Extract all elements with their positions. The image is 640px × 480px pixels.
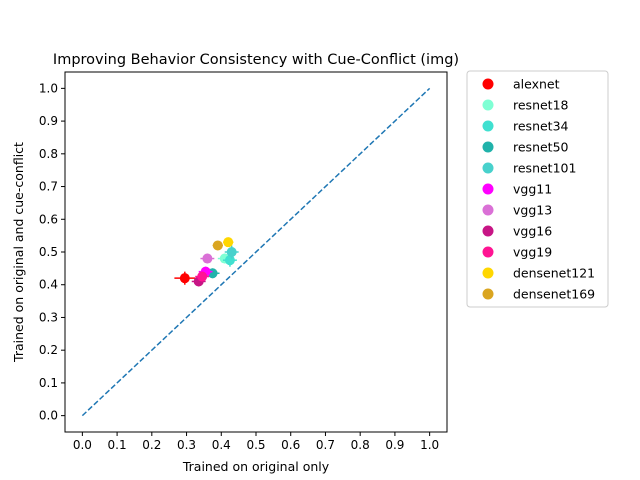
marker-densenet121 xyxy=(223,237,234,248)
y-axis-ticks: 0.0 0.1 0.2 0.3 0.4 0.5 0.6 0.7 0.8 0.9 1.0 xyxy=(39,81,65,423)
marker-vgg13 xyxy=(202,253,213,264)
legend-entry-vgg16: vgg16 xyxy=(482,224,552,239)
legend-entry-densenet169: densenet169 xyxy=(482,287,595,302)
y-tick-label: 0.5 xyxy=(39,245,58,259)
x-tick-label: 0.2 xyxy=(142,438,161,452)
legend-entry-vgg19: vgg19 xyxy=(482,245,552,260)
legend-label-resnet18: resnet18 xyxy=(513,98,569,113)
legend-label-alexnet: alexnet xyxy=(513,77,560,92)
x-tick-label: 0.5 xyxy=(246,438,265,452)
y-tick-label: 0.3 xyxy=(39,310,58,324)
legend-label-vgg11: vgg11 xyxy=(513,182,552,197)
legend-entry-resnet50: resnet50 xyxy=(482,140,569,155)
y-tick-label: 0.8 xyxy=(39,147,58,161)
legend-items: alexnet resnet18 resnet34 resnet50 resnet101… xyxy=(482,77,595,302)
legend-label-densenet169: densenet169 xyxy=(513,287,595,302)
legend-marker-densenet169 xyxy=(482,288,494,300)
x-tick-label: 0.3 xyxy=(177,438,196,452)
legend-marker-vgg16 xyxy=(482,225,494,237)
legend-entry-resnet34: resnet34 xyxy=(482,119,569,134)
legend-label-vgg16: vgg16 xyxy=(513,224,552,239)
x-tick-label: 0.6 xyxy=(281,438,300,452)
x-tick-label: 0.9 xyxy=(385,438,404,452)
reference-diagonal-line xyxy=(81,87,431,417)
data-point-vgg19 xyxy=(195,271,210,282)
y-tick-label: 0.0 xyxy=(39,409,58,423)
y-tick-label: 0.6 xyxy=(39,212,58,226)
legend-entry-densenet121: densenet121 xyxy=(482,266,595,281)
data-point-vgg13 xyxy=(200,253,215,264)
legend-marker-resnet50 xyxy=(482,141,494,153)
legend-frame xyxy=(466,70,609,308)
legend-entry-resnet101: resnet101 xyxy=(482,161,576,176)
legend-marker-vgg11 xyxy=(482,183,494,195)
marker-resnet101 xyxy=(226,247,237,257)
legend-marker-vgg19 xyxy=(482,246,494,258)
x-axis-label: Trained on original only xyxy=(182,459,330,474)
legend-label-resnet34: resnet34 xyxy=(513,119,569,134)
y-tick-label: 0.9 xyxy=(39,114,58,128)
marker-resnet34 xyxy=(224,255,235,266)
legend-marker-resnet34 xyxy=(482,120,494,132)
x-tick-label: 1.0 xyxy=(420,438,439,452)
marker-vgg19 xyxy=(197,271,208,282)
legend-marker-resnet101 xyxy=(482,162,494,174)
legend-label-resnet101: resnet101 xyxy=(513,161,576,176)
marker-alexnet xyxy=(179,273,190,284)
legend-label-resnet50: resnet50 xyxy=(513,140,569,155)
legend-marker-densenet121 xyxy=(482,267,494,279)
legend: alexnet resnet18 resnet34 resnet50 resnet101… xyxy=(466,70,609,308)
legend-label-vgg13: vgg13 xyxy=(513,203,552,218)
legend-entry-resnet18: resnet18 xyxy=(482,98,569,113)
y-axis-label: Trained on original and cue-conflict xyxy=(11,142,26,363)
legend-entry-vgg13: vgg13 xyxy=(482,203,552,218)
x-tick-label: 0.4 xyxy=(212,438,231,452)
legend-marker-alexnet xyxy=(482,78,494,90)
data-point-densenet121 xyxy=(223,237,234,248)
data-point-resnet101 xyxy=(224,245,239,259)
data-point-densenet169 xyxy=(212,240,224,251)
x-axis-ticks: 0.0 0.1 0.2 0.3 0.4 0.5 0.6 0.7 0.8 0.9 1.0 xyxy=(73,432,439,452)
legend-label-vgg19: vgg19 xyxy=(513,245,552,260)
chart-title: Improving Behavior Consistency with Cue-… xyxy=(53,52,459,68)
plot-area xyxy=(81,87,431,417)
legend-label-densenet121: densenet121 xyxy=(513,266,595,281)
legend-entry-alexnet: alexnet xyxy=(482,77,560,92)
legend-marker-resnet18 xyxy=(482,99,494,111)
data-point-alexnet xyxy=(174,271,196,285)
y-tick-label: 1.0 xyxy=(39,81,58,95)
marker-densenet169 xyxy=(212,240,223,251)
x-tick-label: 0.1 xyxy=(108,438,127,452)
x-tick-label: 0.8 xyxy=(351,438,370,452)
y-tick-label: 0.1 xyxy=(39,376,58,390)
data-point-resnet34 xyxy=(223,253,237,267)
y-tick-label: 0.4 xyxy=(39,278,58,292)
x-tick-label: 0.7 xyxy=(316,438,335,452)
y-tick-label: 0.7 xyxy=(39,180,58,194)
legend-marker-vgg13 xyxy=(482,204,494,216)
y-tick-label: 0.2 xyxy=(39,343,58,357)
legend-entry-vgg11: vgg11 xyxy=(482,182,552,197)
x-tick-label: 0.0 xyxy=(73,438,92,452)
